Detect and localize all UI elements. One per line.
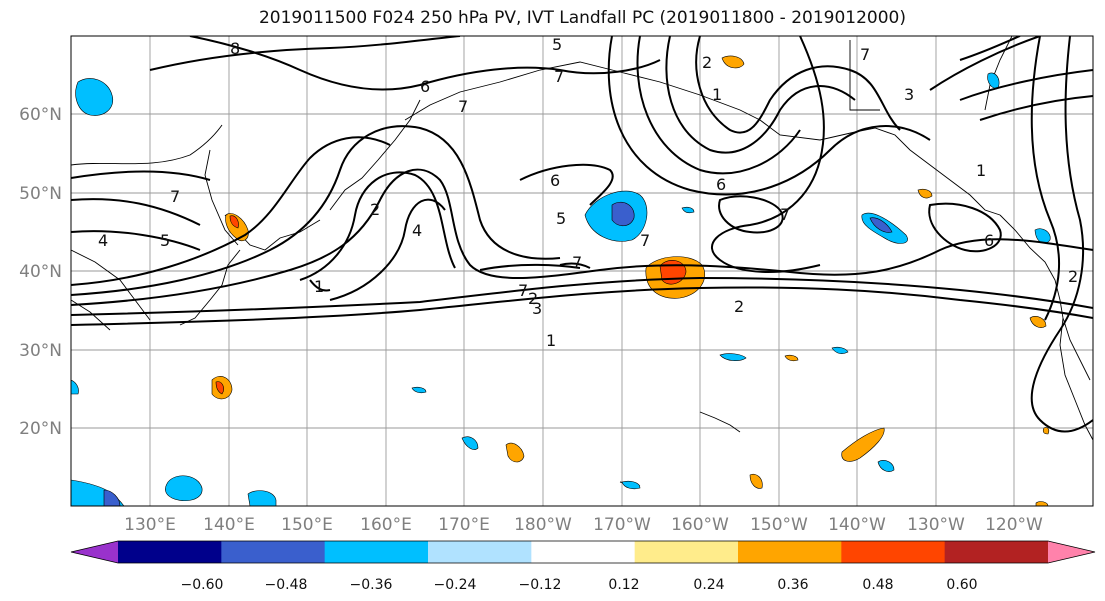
colorbar-tick-label: −0.48 [265, 577, 308, 593]
lon-label: 130°W [907, 515, 965, 535]
contour-label: 6 [550, 171, 560, 190]
contour-label: 6 [420, 77, 430, 96]
lat-label: 50°N [19, 184, 62, 204]
colorbar-tick-label: −0.60 [181, 577, 224, 593]
contour-label: 3 [904, 85, 914, 104]
lon-label: 140°W [828, 515, 886, 535]
pv-shading [71, 55, 1051, 506]
lat-label: 60°N [19, 105, 62, 125]
contour-label: 2 [1068, 267, 1078, 286]
colorbar-tick-label: 0.24 [693, 577, 724, 593]
colorbar-segment [738, 541, 842, 563]
coastlines [71, 36, 1093, 487]
contour-label: 2 [528, 289, 538, 308]
contour-label: 7 [458, 97, 468, 116]
colorbar-tick-label: 0.60 [946, 577, 977, 593]
lat-label: 20°N [19, 419, 62, 439]
contour-label: 5 [552, 35, 562, 54]
colorbar-labels: −0.60 −0.48 −0.36 −0.24 −0.12 0.12 0.24 … [181, 577, 978, 593]
lon-label: 140°E [203, 515, 255, 535]
contour-label: 1 [546, 331, 556, 350]
colorbar-tick-label: −0.12 [519, 577, 562, 593]
colorbar-segment [841, 541, 946, 563]
map-title: 2019011500 F024 250 hPa PV, IVT Landfall… [258, 8, 906, 28]
colorbar-extend-max [1048, 541, 1095, 563]
contour-label: 3 [532, 299, 542, 318]
contour-label: 7 [518, 281, 528, 300]
contour-label: 1 [712, 85, 722, 104]
lon-label: 170°W [593, 515, 651, 535]
contour-label: 2 [702, 53, 712, 72]
contour-label: 7 [554, 67, 564, 86]
contour-label: 7 [572, 253, 582, 272]
lon-label: 150°E [281, 515, 333, 535]
lat-label: 30°N [19, 341, 62, 361]
contour-label: 1 [976, 161, 986, 180]
colorbar-tick-label: 0.36 [777, 577, 808, 593]
lat-label: 40°N [19, 262, 62, 282]
lon-label: 130°E [124, 515, 176, 535]
colorbar-tick-label: −0.24 [434, 577, 477, 593]
lon-label: 120°W [985, 515, 1043, 535]
map-gridlines [71, 36, 1093, 506]
colorbar-outline [70, 540, 1096, 564]
contour-label: 4 [98, 231, 108, 250]
lon-label: 180°W [514, 515, 572, 535]
lon-label: 160°W [671, 515, 729, 535]
map-frame [70, 35, 1094, 507]
contour-label: 7 [170, 187, 180, 206]
contour-labels: 8 6 7 5 2 1 4 3 2 7 4 5 7 2 7 6 5 7 6 1 … [98, 35, 1078, 350]
colorbar-segment [324, 541, 429, 563]
colorbar-extend-min [71, 541, 118, 563]
contour-label: 7 [780, 205, 790, 224]
colorbar [70, 540, 1096, 564]
contour-label: 6 [984, 231, 994, 250]
contour-lines [71, 36, 1093, 433]
contour-label: 5 [160, 231, 170, 250]
colorbar-tick-label: 0.48 [862, 577, 893, 593]
colorbar-segment [944, 541, 1049, 563]
contour-label: 1 [314, 277, 324, 296]
contour-label: 4 [412, 221, 422, 240]
contour-label: 7 [640, 231, 650, 250]
colorbar-segment [428, 541, 532, 563]
contour-label: 7 [860, 45, 870, 64]
colorbar-tick-label: −0.36 [350, 577, 393, 593]
colorbar-segment [221, 541, 326, 563]
contour-label: 2 [734, 297, 744, 316]
lon-label: 160°E [360, 515, 412, 535]
lat-labels: 60°N 50°N 40°N 30°N 20°N [19, 105, 62, 439]
colorbar-segment [118, 541, 222, 563]
lon-label: 170°E [438, 515, 490, 535]
colorbar-tick-label: 0.12 [608, 577, 639, 593]
contour-label: 2 [370, 200, 380, 219]
lon-labels: 130°E 140°E 150°E 160°E 170°E 180°W 170°… [124, 515, 1043, 535]
contour-label: 5 [556, 209, 566, 228]
colorbar-segment [634, 541, 739, 563]
contour-label: 8 [230, 39, 240, 58]
lon-label: 150°W [750, 515, 808, 535]
colorbar-segment [531, 541, 636, 563]
contour-label: 6 [716, 175, 726, 194]
